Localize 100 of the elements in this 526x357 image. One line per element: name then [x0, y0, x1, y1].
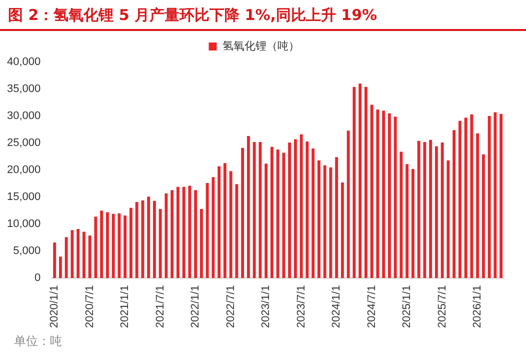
y-tick-label: 0: [34, 272, 41, 284]
bar: [135, 202, 138, 278]
bar: [482, 154, 485, 278]
y-tick-label: 15,000: [6, 191, 41, 204]
x-tick-label: 2020/1/1: [48, 285, 61, 328]
bar: [129, 208, 132, 278]
bar: [176, 186, 180, 278]
bar: [147, 196, 150, 278]
bar: [429, 140, 432, 278]
bar: [340, 182, 344, 278]
bar: [488, 116, 491, 278]
bar: [188, 186, 192, 278]
bar: [76, 229, 80, 278]
bar: [70, 230, 74, 278]
bar: [100, 210, 104, 278]
x-tick-label: 2023/1/1: [260, 285, 272, 328]
bar: [164, 193, 168, 278]
bar: [434, 146, 438, 278]
y-tick-label: 10,000: [6, 218, 41, 230]
bar: [423, 142, 426, 278]
bar: [452, 130, 456, 278]
bar: [288, 142, 292, 278]
bar: [106, 212, 109, 278]
x-tick-label: 2024/1/1: [330, 285, 343, 328]
bar: [124, 215, 127, 278]
bar: [382, 110, 386, 278]
bar: [500, 114, 503, 278]
bar: [352, 86, 356, 278]
bar: [406, 164, 409, 278]
y-tick-label: 5,000: [13, 245, 41, 258]
bar: [53, 242, 56, 278]
bar: [218, 166, 221, 278]
bar: [446, 160, 450, 278]
bar: [370, 104, 374, 278]
bar: [458, 120, 462, 278]
x-tick-label: 2025/1/1: [401, 285, 414, 328]
bar: [82, 232, 86, 278]
bar: [241, 148, 244, 278]
y-tick-label: 25,000: [6, 137, 41, 150]
bar: [394, 116, 397, 278]
bar: [152, 200, 156, 278]
legend-label: 氢氧化锂（吨）: [222, 39, 300, 52]
x-tick-label: 2020/7/1: [84, 285, 96, 328]
bar: [358, 84, 362, 278]
bar: [470, 114, 474, 278]
bar: [194, 190, 198, 278]
bar: [141, 200, 144, 278]
bar: [223, 163, 226, 278]
bar: [411, 169, 414, 278]
bar: [346, 130, 350, 278]
bar: [317, 160, 320, 278]
bar: [229, 171, 232, 278]
bar: [464, 118, 468, 278]
bar: [335, 157, 338, 278]
bar: [158, 209, 162, 278]
y-tick-label: 35,000: [6, 83, 41, 96]
bar: [400, 152, 403, 278]
bar: [258, 142, 262, 278]
bar: [282, 152, 286, 278]
bar: [440, 142, 444, 278]
x-tick-label: 2023/7/1: [295, 285, 308, 328]
x-tick-label: 2021/7/1: [154, 285, 166, 328]
bar: [88, 235, 92, 278]
bar: [206, 183, 209, 278]
bar: [494, 112, 497, 278]
chart-title: 图 2：氢氧化锂 5 月产量环比下降 1%,同比上升 19%: [0, 0, 526, 31]
text: 单位：吨: [13, 333, 63, 350]
bar: [58, 256, 62, 278]
y-tick-label: 20,000: [6, 164, 41, 176]
bar: [246, 136, 250, 278]
bar: [64, 237, 68, 278]
bar: [323, 165, 326, 278]
bar: [476, 133, 480, 278]
bar: [252, 142, 256, 278]
bar: [300, 134, 303, 278]
bar: [182, 186, 186, 278]
x-tick-label: 2024/7/1: [366, 285, 378, 328]
x-tick-label: 2025/7/1: [436, 285, 448, 328]
bar: [235, 184, 238, 278]
bar: [329, 167, 332, 278]
bar: [264, 164, 268, 278]
bar: [294, 139, 297, 278]
x-tick-label: 2026/1/1: [472, 285, 484, 328]
bar: [376, 110, 380, 278]
x-tick-label: 2022/7/1: [224, 285, 237, 328]
bar: [306, 141, 309, 278]
y-tick-label: 40,000: [6, 56, 41, 68]
x-tick-label: 2022/1/1: [190, 285, 202, 328]
x-tick-label: 2021/1/1: [119, 285, 132, 328]
bar: [200, 209, 203, 278]
bar: [276, 150, 280, 278]
bar: [270, 146, 274, 278]
bar: [118, 213, 121, 278]
bar: [212, 177, 215, 278]
bar: [312, 148, 315, 278]
bar: [417, 140, 420, 278]
bar: [364, 86, 368, 278]
bar: [94, 216, 98, 278]
bar: [170, 190, 174, 278]
bar: [388, 113, 391, 278]
